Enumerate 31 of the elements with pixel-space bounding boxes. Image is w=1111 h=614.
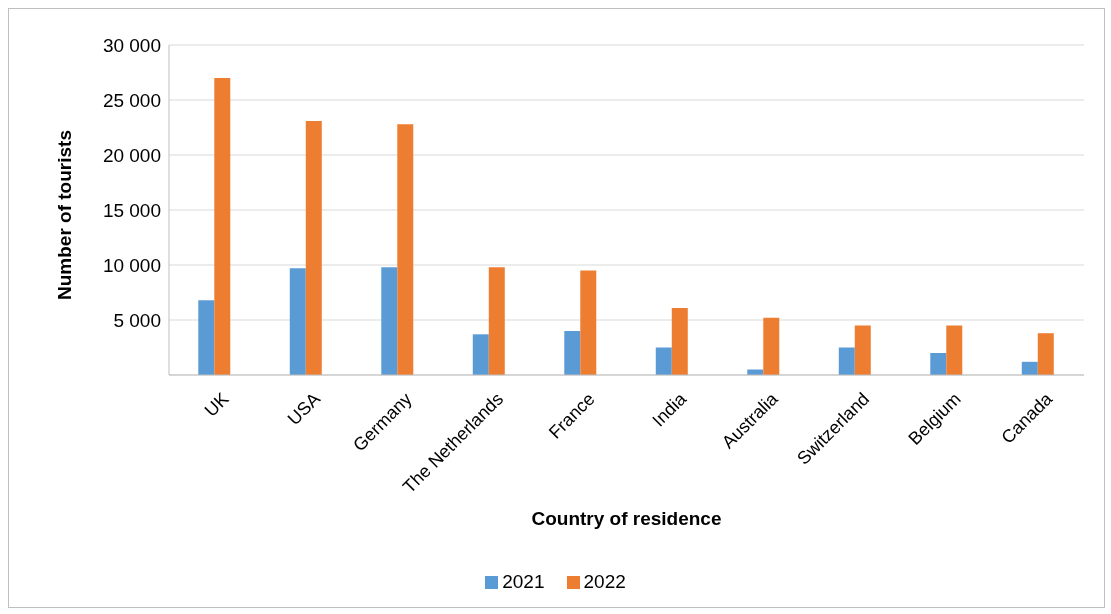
bar <box>580 270 597 375</box>
y-tick-label: 5 000 <box>113 309 161 331</box>
y-tick-label: 30 000 <box>102 34 161 56</box>
bar <box>838 347 855 375</box>
x-axis-title: Country of residence <box>531 508 722 529</box>
bar <box>655 347 672 375</box>
bar <box>1021 361 1038 375</box>
bar <box>1037 333 1054 375</box>
bar <box>305 120 322 375</box>
bar <box>397 124 414 375</box>
y-tick-label: 25 000 <box>102 89 161 111</box>
y-tick-label: 20 000 <box>102 144 161 166</box>
y-tick-label: 10 000 <box>102 254 161 276</box>
bar <box>488 267 505 375</box>
bar <box>472 334 489 375</box>
bar <box>289 268 306 375</box>
bar <box>930 353 947 375</box>
bar <box>198 300 215 375</box>
bar <box>381 267 398 375</box>
legend-label: 2022 <box>583 571 626 592</box>
x-tick-label: USA <box>283 388 325 430</box>
bar <box>763 317 780 375</box>
y-tick-label: 15 000 <box>102 199 161 221</box>
bar <box>946 325 963 375</box>
bar <box>214 78 231 375</box>
bar <box>671 307 688 375</box>
legend-label: 2021 <box>502 571 545 592</box>
x-tick-label: UK <box>200 388 233 421</box>
bar <box>564 331 581 375</box>
y-axis-title: Number of tourists <box>53 130 75 300</box>
bar <box>854 325 871 375</box>
